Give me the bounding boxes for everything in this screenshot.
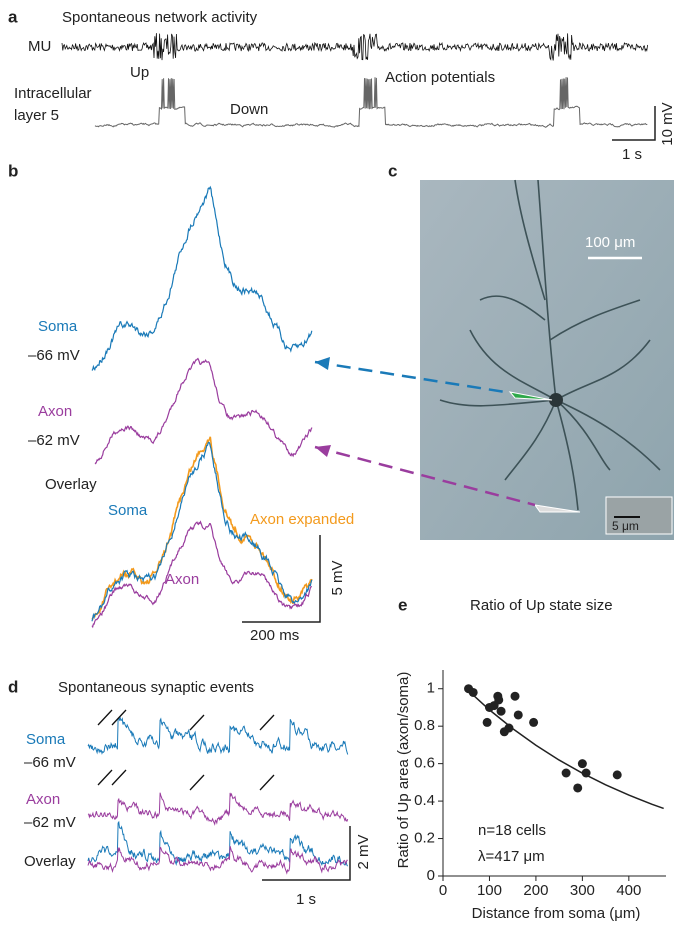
x-tick-label: 400: [616, 882, 641, 899]
arrowhead: [315, 357, 330, 370]
y-tick-label: 0: [427, 867, 435, 884]
y-tick-label: 0.6: [414, 755, 435, 772]
point: [494, 695, 504, 705]
trace-label: Axon: [165, 571, 199, 588]
panel-title: Spontaneous network activity: [62, 9, 258, 26]
annotation: λ=417 μm: [478, 848, 545, 865]
scale-label: 1 s: [622, 146, 642, 163]
chart-title: Ratio of Up state size: [470, 597, 613, 614]
arrowhead: [315, 445, 331, 457]
panel-title: Spontaneous synaptic events: [58, 679, 254, 696]
point: [581, 768, 591, 778]
trace-label: –66 mV: [24, 754, 76, 771]
trace-label: Soma: [38, 318, 78, 335]
point: [513, 710, 523, 720]
micrograph: 100 μm 5 μm: [420, 179, 674, 540]
arrow: [259, 714, 275, 731]
x-axis-label: Distance from soma (μm): [472, 905, 641, 922]
trace: [91, 441, 313, 622]
trace-label: Soma: [26, 731, 66, 748]
arrow: [314, 445, 536, 507]
arrow: [111, 769, 127, 786]
point: [468, 687, 478, 697]
arrow: [314, 360, 506, 394]
trace: [87, 820, 349, 867]
point: [561, 768, 571, 778]
x-tick-label: 0: [439, 882, 447, 899]
trace-label: MU: [28, 38, 51, 55]
panel-label: d: [8, 677, 18, 696]
scale-bar: [242, 535, 321, 623]
x-tick-label: 100: [477, 882, 502, 899]
y-tick-label: 0.2: [414, 830, 435, 847]
annotation: Down: [230, 101, 268, 118]
trace-label: Axon expanded: [250, 511, 354, 528]
trace: [61, 33, 648, 61]
traces: [61, 33, 648, 875]
arrow: [111, 709, 127, 726]
scale-label: 5 μm: [612, 519, 639, 533]
scale-label: 5 mV: [329, 560, 346, 595]
x-tick-label: 300: [570, 882, 595, 899]
scale-label: 1 s: [296, 891, 316, 908]
trace-label: Intracellular: [14, 85, 92, 102]
fit-line: [465, 688, 664, 810]
scale-bar: [262, 826, 351, 881]
point: [529, 717, 539, 727]
scale-bar: [612, 106, 656, 141]
panel-label: a: [8, 7, 18, 26]
trace: [94, 77, 648, 128]
trace-label: –62 mV: [24, 814, 76, 831]
point: [482, 717, 492, 727]
point: [504, 723, 514, 733]
panel-label: e: [398, 595, 407, 614]
trace-label: Axon: [26, 791, 60, 808]
annotation: Action potentials: [385, 69, 495, 86]
y-tick-label: 0.8: [414, 717, 435, 734]
axis: [442, 670, 666, 877]
point: [573, 783, 583, 793]
scale-label: 2 mV: [355, 834, 372, 869]
arrow: [189, 714, 205, 731]
panel-label: c: [388, 161, 397, 180]
y-tick-label: 1: [427, 680, 435, 697]
arrow: [97, 709, 113, 726]
point: [577, 759, 587, 769]
point: [612, 770, 622, 780]
y-tick-label: 0.4: [414, 792, 435, 809]
point: [496, 706, 506, 716]
scale-label: 100 μm: [585, 234, 635, 251]
arrow: [189, 774, 205, 791]
trace: [87, 716, 349, 755]
annotation: Up: [130, 64, 149, 81]
trace: [91, 185, 313, 371]
trace-label: Overlay: [45, 476, 97, 493]
y-axis-label: Ratio of Up area (axon/soma): [395, 672, 412, 869]
trace: [94, 357, 313, 465]
point: [510, 691, 520, 701]
trace-label: layer 5: [14, 107, 59, 124]
trace: [87, 792, 349, 826]
arrow: [97, 769, 113, 786]
panel-label: b: [8, 161, 18, 180]
trace-label: Overlay: [24, 853, 76, 870]
trace-label: Axon: [38, 403, 72, 420]
x-tick-label: 200: [523, 882, 548, 899]
trace-label: Soma: [108, 502, 148, 519]
trace: [91, 520, 312, 629]
scale-label: 200 ms: [250, 627, 299, 644]
scale-label: 10 mV: [659, 102, 676, 145]
trace-label: –62 mV: [28, 432, 80, 449]
arrow: [259, 774, 275, 791]
trace-label: –66 mV: [28, 347, 80, 364]
annotation: n=18 cells: [478, 822, 546, 839]
trace: [87, 846, 348, 875]
